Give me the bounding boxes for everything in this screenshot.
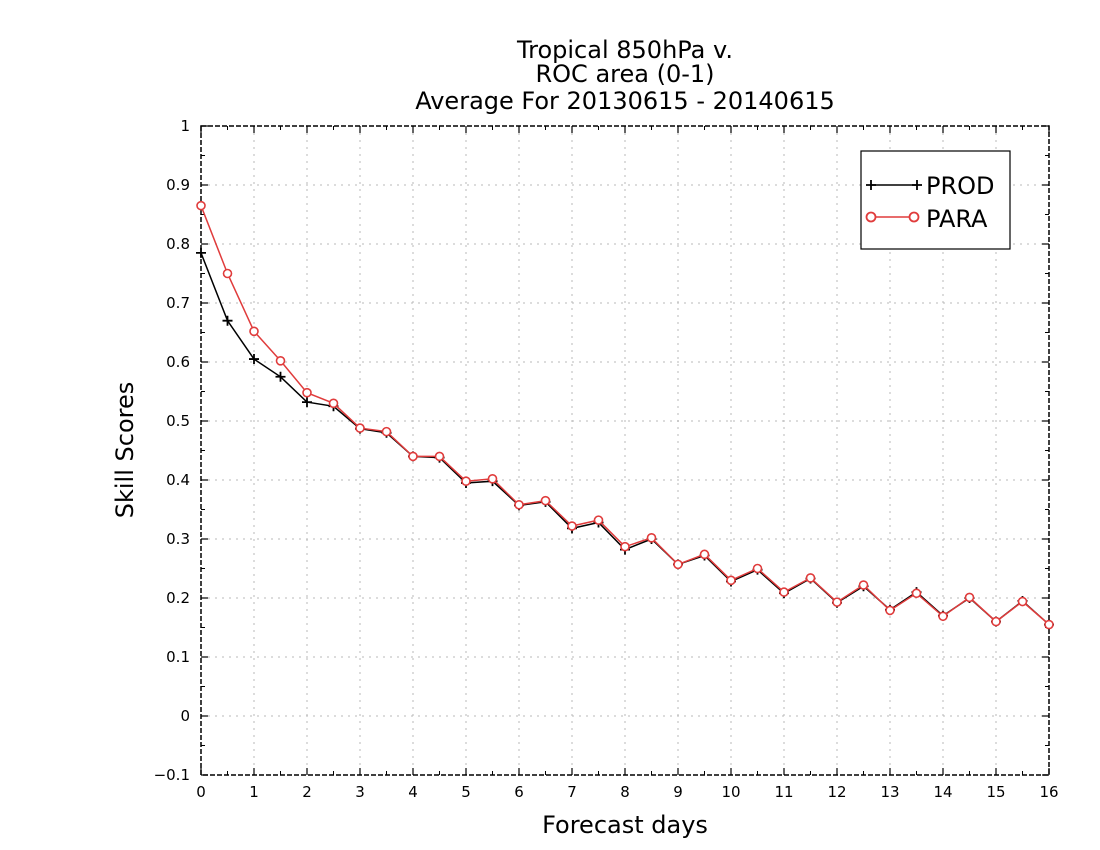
y-tick-label: 0.3 <box>166 530 190 548</box>
x-tick-label: 8 <box>620 783 630 801</box>
data-point-para <box>620 541 630 552</box>
data-point-para <box>249 326 259 337</box>
x-tick-label: 11 <box>774 783 793 801</box>
x-tick-label: 14 <box>933 783 952 801</box>
data-point-para <box>408 451 418 462</box>
data-point-prod <box>275 371 286 382</box>
data-point-para <box>1044 619 1054 630</box>
data-point-para <box>434 451 445 462</box>
legend-marker-para-right <box>908 211 920 223</box>
y-tick-label: 0.7 <box>166 294 190 312</box>
series-para <box>196 200 1054 630</box>
series-layer <box>196 200 1054 630</box>
data-point-para <box>858 580 869 590</box>
legend-item-para: PARA <box>865 205 988 233</box>
legend-box <box>860 150 1011 250</box>
data-point-para <box>461 476 471 486</box>
data-point-para <box>779 587 789 597</box>
x-tick-label: 13 <box>880 783 899 801</box>
x-tick-label: 10 <box>721 783 740 801</box>
x-tick-label: 15 <box>986 783 1005 801</box>
legend-label-para: PARA <box>926 205 988 233</box>
x-tick-label: 16 <box>1039 783 1058 801</box>
legend-label-prod: PROD <box>926 172 995 200</box>
y-tick-label: 1 <box>180 117 190 135</box>
data-point-para <box>487 474 498 484</box>
data-point-para <box>991 616 1001 627</box>
y-tick-label: 0.8 <box>166 235 190 253</box>
x-axis-label: Forecast days <box>542 811 708 839</box>
chart-title-line-3: Average For 20130615 - 20140615 <box>415 87 835 115</box>
data-point-para <box>593 515 604 525</box>
x-axis: 0 1 2 3 4 5 6 7 8 9 10 11 12 13 14 15 16 <box>196 126 1059 801</box>
y-tick-label: −0.1 <box>154 766 190 784</box>
y-axis: −0.1 0 0.1 0.2 0.3 0.4 0.5 0.6 0.7 0.8 0.9 1 <box>154 117 1049 784</box>
x-tick-label: 3 <box>355 783 365 801</box>
y-tick-label: 0.2 <box>166 589 190 607</box>
data-point-para <box>196 200 206 211</box>
y-tick-label: 0.4 <box>166 471 190 489</box>
y-tick-label: 0.5 <box>166 412 190 430</box>
x-tick-label: 12 <box>827 783 846 801</box>
x-tick-label: 5 <box>461 783 471 801</box>
grid-lines <box>201 126 1049 775</box>
data-point-prod <box>196 247 206 258</box>
data-point-para <box>885 605 895 616</box>
data-point-para <box>699 549 710 560</box>
legend: PROD PARA <box>860 150 1011 250</box>
y-axis-label: Skill Scores <box>111 382 139 519</box>
data-point-para <box>646 533 657 543</box>
legend-marker-para-left <box>865 211 877 223</box>
x-tick-label: 1 <box>249 783 259 801</box>
legend-marker-prod <box>866 180 922 190</box>
x-tick-label: 9 <box>673 783 683 801</box>
data-point-para <box>911 588 922 599</box>
data-point-para <box>355 423 365 433</box>
chart-title: Tropical 850hPa v. ROC area (0-1) Averag… <box>415 36 835 115</box>
x-tick-label: 2 <box>302 783 312 801</box>
y-tick-label: 0.9 <box>166 176 190 194</box>
data-point-para <box>275 356 286 366</box>
data-point-para <box>540 495 551 506</box>
data-point-para <box>964 592 975 603</box>
data-point-para <box>832 597 842 607</box>
data-point-para <box>567 521 577 531</box>
chart-title-line-2: ROC area (0-1) <box>535 60 714 88</box>
data-point-para <box>222 268 233 279</box>
data-point-para <box>302 387 312 398</box>
chart-title-line-1: Tropical 850hPa v. <box>516 36 733 64</box>
data-point-para <box>328 398 339 409</box>
legend-item-prod: PROD <box>866 172 995 200</box>
x-tick-label: 4 <box>408 783 418 801</box>
y-tick-label: 0.6 <box>166 353 190 371</box>
data-point-para <box>673 559 683 570</box>
data-point-para <box>514 499 524 510</box>
x-tick-label: 0 <box>196 783 206 801</box>
data-point-prod <box>249 354 259 365</box>
data-point-para <box>381 426 392 437</box>
y-tick-label: 0 <box>180 707 190 725</box>
data-point-para <box>938 611 948 622</box>
data-point-para <box>726 575 736 586</box>
data-point-para <box>1017 596 1028 607</box>
y-tick-label: 0.1 <box>166 648 190 666</box>
data-point-prod <box>302 397 312 408</box>
x-tick-label: 6 <box>514 783 524 801</box>
data-point-prod <box>222 315 233 326</box>
data-point-para <box>805 573 816 583</box>
data-point-para <box>752 563 763 574</box>
x-tick-label: 7 <box>567 783 577 801</box>
